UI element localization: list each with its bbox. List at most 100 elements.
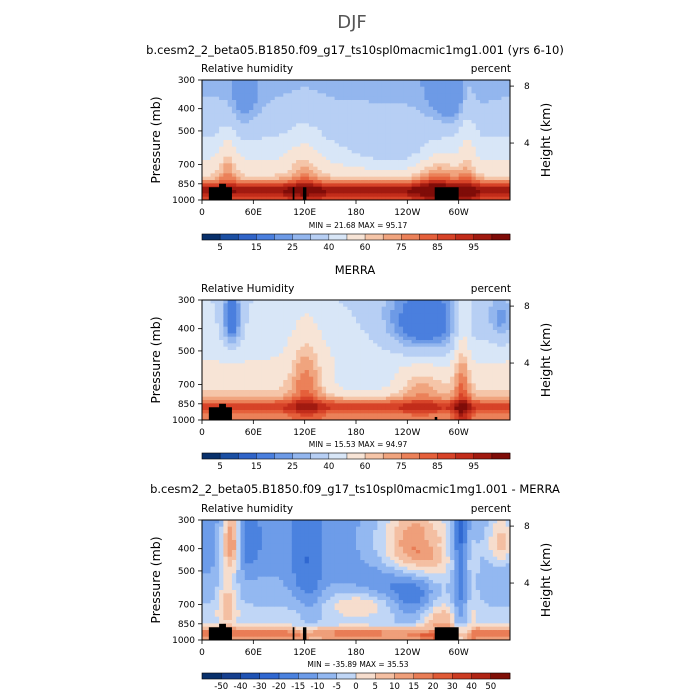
field-cell (377, 313, 383, 318)
field-cell (450, 370, 455, 374)
field-cell (351, 376, 357, 381)
field-cell (283, 300, 289, 304)
field-cell (411, 113, 417, 118)
field-cell (270, 156, 276, 161)
field-cell (338, 120, 344, 124)
field-cell (291, 346, 297, 351)
field-cell (274, 406, 280, 411)
field-cell (244, 133, 250, 138)
field-cell (321, 110, 327, 114)
field-cell (390, 386, 395, 391)
field-cell (480, 106, 485, 111)
field-cell (266, 326, 271, 331)
field-cell (343, 393, 348, 398)
field-cell (385, 323, 391, 328)
field-cell (480, 86, 485, 91)
field-cell (454, 316, 460, 321)
field-cell (351, 106, 357, 111)
field-cell (360, 156, 366, 161)
field-cell (356, 113, 361, 118)
field-cell (338, 160, 344, 164)
field-cell (424, 83, 430, 88)
field-cell (240, 140, 246, 144)
field-cell (291, 390, 297, 394)
field-cell (279, 330, 284, 334)
field-cell (283, 320, 289, 324)
field-cell (390, 113, 395, 118)
field-cell (236, 90, 241, 94)
field-cell (420, 313, 425, 318)
field-cell (347, 80, 353, 84)
field-cell (206, 353, 212, 358)
field-cell (458, 133, 464, 138)
field-cell (219, 90, 224, 94)
field-cell (308, 103, 314, 108)
field-cell (467, 376, 472, 381)
field-cell (364, 153, 370, 158)
field-cell (210, 336, 216, 341)
field-cell (501, 130, 507, 134)
field-cell (424, 143, 430, 148)
field-cell (364, 416, 370, 421)
field-cell (445, 160, 451, 164)
field-cell (214, 383, 220, 388)
field-cell (296, 336, 301, 341)
field-cell (484, 136, 490, 141)
field-cell (214, 143, 220, 148)
field-cell (338, 123, 344, 128)
field-cell (364, 180, 370, 184)
field-cell (467, 326, 472, 331)
field-cell (454, 106, 460, 111)
field-cell (249, 396, 254, 401)
field-cell (398, 103, 404, 108)
field-cell (360, 376, 366, 381)
field-cell (398, 410, 404, 414)
field-cell (394, 316, 400, 321)
field-cell (210, 330, 216, 334)
field-cell (403, 400, 408, 404)
field-cell (266, 130, 271, 134)
field-cell (347, 186, 353, 191)
field-cell (266, 123, 271, 128)
field-cell (467, 346, 472, 351)
field-cell (458, 140, 464, 144)
field-cell (467, 143, 472, 148)
field-cell (326, 406, 331, 411)
field-cell (202, 133, 207, 138)
field-cell (219, 306, 224, 311)
field-cell (326, 400, 331, 404)
field-cell (454, 340, 460, 344)
field-cell (321, 150, 327, 154)
field-cell (227, 133, 233, 138)
field-cell (210, 180, 216, 184)
field-cell (390, 323, 395, 328)
field-cell (338, 86, 344, 91)
field-cell (317, 160, 323, 164)
field-cell (450, 160, 455, 164)
field-cell (471, 383, 477, 388)
field-cell (300, 190, 306, 194)
field-cell (424, 123, 430, 128)
field-cell (214, 333, 220, 338)
field-cell (454, 143, 460, 148)
field-cell (343, 320, 348, 324)
field-cell (398, 113, 404, 118)
field-cell (390, 353, 395, 358)
field-cell (266, 83, 271, 88)
field-cell (462, 410, 468, 414)
field-cell (467, 343, 472, 348)
field-cell (420, 150, 425, 154)
field-cell (411, 140, 417, 144)
field-cell (471, 83, 477, 88)
field-cell (356, 90, 361, 94)
field-cell (270, 183, 276, 188)
field-cell (415, 370, 421, 374)
field-cell (300, 400, 306, 404)
field-cell (326, 393, 331, 398)
field-cell (454, 303, 460, 308)
field-cell (373, 140, 378, 144)
field-cell (377, 346, 383, 351)
field-cell (257, 150, 263, 154)
field-cell (433, 383, 438, 388)
field-cell (270, 326, 276, 331)
